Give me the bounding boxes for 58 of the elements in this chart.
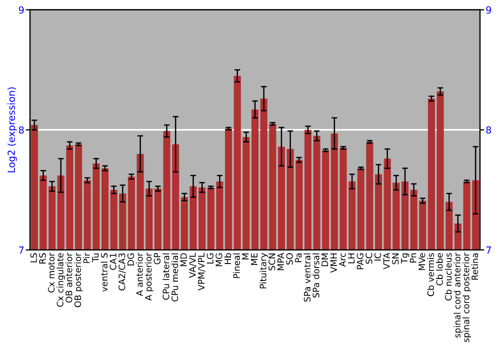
y2-tick-label: 8	[486, 126, 492, 134]
y-tick-label: 9	[18, 6, 24, 14]
x-tick-label: SPa ventral	[304, 254, 310, 302]
x-tick-label: DM	[322, 254, 328, 266]
x-tick-label: LH	[348, 254, 354, 264]
y-tick-label: 8	[18, 126, 24, 134]
x-tick-label: Cx cingulate	[56, 253, 66, 307]
x-tick-label: RS	[39, 253, 46, 264]
x-tick-label: MPA	[278, 252, 284, 270]
x-tick-label: VTA	[383, 252, 390, 270]
x-tick-label: Pir	[83, 252, 90, 263]
x-tick-label: OB anterior	[65, 252, 72, 303]
x-tick-label: spinal cord anterior	[454, 252, 462, 338]
x-tick-label: A posterior	[144, 252, 154, 301]
x-tick-label: Retina	[471, 253, 478, 280]
x-tick-label: CPu lateral	[162, 253, 170, 300]
x-tick-label: SPa dorsal	[312, 254, 320, 298]
x-tick-label: ME	[251, 253, 258, 265]
y2-tick-label: 7	[486, 246, 491, 254]
x-tick-label: M	[242, 254, 249, 260]
x-tick-label: SN	[392, 254, 399, 264]
x-tick-label: DG	[127, 253, 134, 266]
x-tick-label: Pituitary	[260, 252, 268, 288]
x-tick-label: GP	[154, 252, 160, 264]
x-tick-label: Cb nucleus	[444, 253, 452, 300]
x-tick-label: MG	[216, 253, 222, 266]
x-tick-label: Pn	[410, 253, 416, 262]
x-tick-label: Pa	[295, 253, 302, 262]
x-tick-label: SC	[366, 253, 372, 264]
x-tick-label: VA/VL	[189, 252, 196, 278]
y2-tick-label: 9	[486, 6, 492, 14]
x-tick-label: spinal cord posterior	[462, 252, 471, 342]
x-tick-label: SCN	[268, 254, 276, 270]
x-tick-label: ventral S	[100, 253, 108, 292]
y-axis-title: Log2 (expression)	[7, 87, 17, 172]
x-tick-label: LG	[206, 253, 214, 264]
x-tick-label: PAG	[356, 253, 364, 270]
x-tick-label: Cb vermis	[427, 253, 434, 296]
x-tick-label: CA2/CA3	[118, 253, 126, 290]
x-tick-label: LS	[30, 253, 37, 262]
x-tick-label: A anterior	[136, 252, 143, 296]
x-tick-label: MVe	[418, 253, 426, 270]
x-tick-label: Arc	[339, 253, 346, 267]
x-tick-label: MD	[180, 253, 187, 266]
x-tick-label: VMH	[330, 254, 337, 273]
x-tick-label: Tu	[92, 253, 99, 262]
x-tick-label: Cb lobe	[436, 253, 443, 286]
x-tick-label: Pineal	[233, 254, 240, 278]
x-tick-label: OB posterior	[74, 252, 83, 308]
x-tick-label: CPu medial	[171, 254, 178, 302]
x-tick-label: SO	[286, 253, 293, 265]
x-tick-label: VPM/VPL	[198, 252, 206, 291]
x-tick-label: IC	[374, 253, 382, 261]
x-tick-label: CA1	[110, 253, 116, 270]
y-tick-label: 7	[19, 246, 24, 254]
x-tick-label: Cx motor	[48, 252, 55, 293]
x-tick-label: Tg	[401, 253, 410, 264]
x-tick-label: Hb	[224, 253, 232, 264]
